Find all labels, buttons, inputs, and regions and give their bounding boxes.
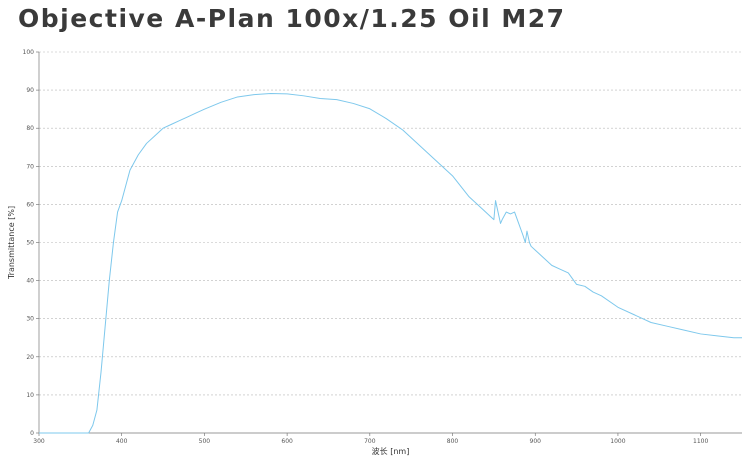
y-tick-label: 40: [26, 278, 34, 285]
transmittance-series-line: [39, 93, 742, 434]
x-tick-label: 900: [530, 438, 542, 445]
y-tick-label: 80: [26, 125, 34, 132]
y-tick-label: 20: [26, 354, 34, 361]
x-tick-label: 400: [116, 438, 128, 445]
y-tick-label: 10: [26, 392, 34, 399]
axes: [36, 51, 742, 436]
x-axis-label: 波长 [nm]: [372, 446, 410, 456]
x-tick-label: 700: [364, 438, 376, 445]
y-tick-label: 50: [26, 240, 34, 247]
series-layer: [39, 93, 742, 434]
x-tick-label: 500: [199, 438, 211, 445]
y-tick-label: 70: [26, 163, 34, 170]
y-tick-labels: 0 10 20 30 40 50 60 70 80 90 100: [23, 49, 35, 437]
chart-title: Objective A-Plan 100x/1.25 Oil M27: [18, 4, 566, 33]
x-tick-label: 1100: [693, 438, 708, 445]
y-tick-label: 100: [23, 49, 35, 56]
y-tick-label: 30: [26, 316, 34, 323]
y-tick-label: 60: [26, 201, 34, 208]
x-tick-labels: 300 400 500 600 700 800 900 1000 1100: [33, 438, 708, 445]
y-axis-label: Transmittance [%]: [7, 206, 16, 280]
y-tick-label: 90: [26, 87, 34, 94]
x-tick-label: 300: [33, 438, 45, 445]
x-tick-label: 600: [281, 438, 293, 445]
x-tick-label: 1000: [610, 438, 625, 445]
x-tick-label: 800: [447, 438, 459, 445]
y-tick-label: 0: [30, 430, 34, 437]
grid-lines: [39, 51, 742, 396]
